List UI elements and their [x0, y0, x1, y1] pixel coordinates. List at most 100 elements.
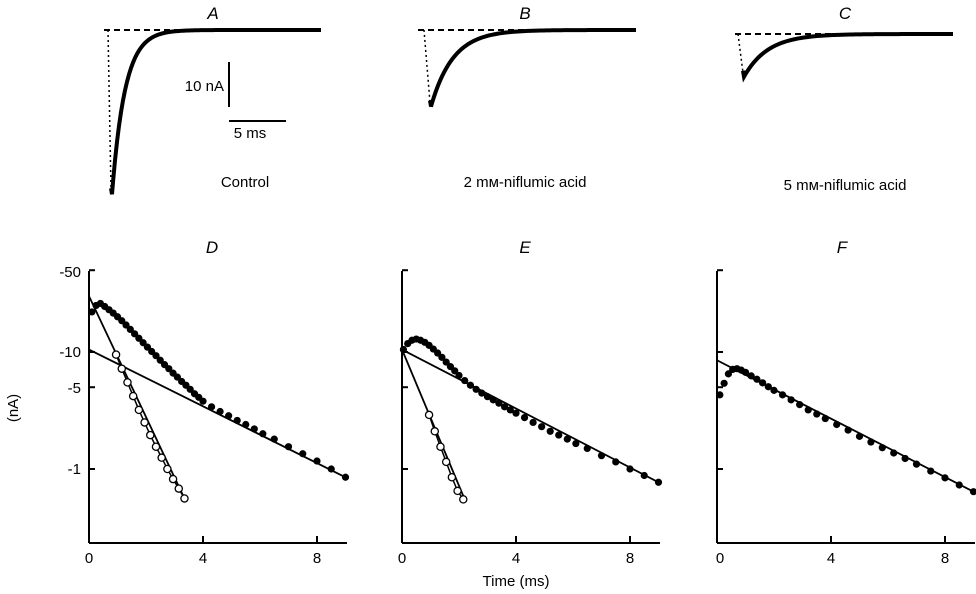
filled-data-point [472, 385, 480, 393]
panel-e-ticks [401, 269, 631, 543]
panel-f-x-tick-4: 4 [827, 550, 835, 567]
panel-a-letter: A [206, 4, 218, 23]
panel-c-letter: C [839, 4, 852, 23]
panel-d-x-tick-4: 4 [199, 550, 207, 567]
open-data-point [180, 494, 189, 503]
filled-data-point [654, 478, 663, 486]
filled-data-point [969, 488, 976, 496]
panel-c-current-trace [741, 32, 953, 83]
filled-data-point [770, 386, 778, 394]
filled-data-point [787, 396, 795, 404]
filled-data-point [399, 345, 408, 354]
panel-d: D -50 -10 -5 -1 (nA) 0 4 8 [5, 238, 350, 567]
panel-d-letter: D [206, 238, 218, 257]
scale-bar: 10 nA 5 ms [185, 62, 286, 142]
filled-data-point [135, 334, 143, 342]
filled-data-point [512, 409, 520, 417]
filled-data-point [225, 412, 233, 420]
panel-d-points [88, 299, 350, 503]
filled-data-point [813, 410, 821, 418]
filled-data-point [299, 450, 307, 458]
open-data-point [157, 453, 166, 462]
open-data-point [441, 457, 451, 467]
filled-data-point [341, 473, 350, 481]
filled-data-point [483, 393, 492, 401]
filled-data-point [270, 435, 278, 443]
filled-data-point [612, 458, 620, 466]
filled-data-point [529, 418, 537, 427]
filled-data-point [583, 444, 591, 452]
panel-e-letter: E [519, 238, 531, 257]
filled-data-point [538, 423, 546, 431]
filled-data-point [478, 389, 486, 397]
open-data-point [134, 405, 144, 415]
panel-f-x-tick-8: 8 [941, 550, 949, 567]
open-data-point [436, 442, 445, 451]
y-tick-label-neg1: -1 [68, 461, 81, 478]
filled-data-point [506, 406, 514, 414]
filled-data-point [199, 397, 207, 405]
filled-data-point [955, 481, 963, 489]
filled-data-point [327, 465, 335, 473]
filled-data-point [461, 376, 469, 385]
filled-data-point [716, 391, 724, 399]
open-data-point [128, 391, 138, 401]
panel-a-step-artifact [107, 29, 112, 191]
y-tick-label-neg10: -10 [59, 344, 81, 361]
filled-data-point [88, 308, 96, 316]
filled-data-point [855, 432, 864, 440]
filled-data-point [186, 385, 194, 393]
filled-data-point [466, 381, 474, 389]
filled-data-point [867, 438, 875, 446]
panel-c: C 5 mм-niflumic acid [735, 4, 955, 194]
filled-data-point [927, 467, 935, 475]
open-data-point [111, 350, 121, 359]
filled-data-point [821, 414, 829, 423]
filled-data-point [520, 413, 529, 422]
filled-data-point [165, 365, 173, 373]
open-data-point [140, 418, 149, 427]
filled-data-point [741, 368, 750, 376]
scale-bar-current-label: 10 nA [185, 78, 224, 95]
panel-f: F 0 4 8 [716, 238, 976, 567]
panel-b-current-trace [428, 28, 636, 108]
filled-data-point [597, 452, 606, 460]
panel-f-x-tick-0: 0 [716, 550, 724, 567]
panel-c-step-artifact [737, 33, 744, 73]
filled-data-point [451, 367, 459, 375]
panel-f-letter: F [837, 238, 849, 257]
fit-line-1 [401, 348, 659, 484]
filled-data-point [747, 372, 755, 380]
filled-data-point [796, 401, 804, 409]
filled-data-point [912, 460, 921, 468]
open-data-point [430, 427, 440, 436]
filled-data-point [242, 420, 250, 429]
panel-b-letter: B [519, 4, 530, 23]
filled-data-point [438, 353, 446, 361]
open-data-point [123, 378, 132, 387]
open-data-point [453, 486, 462, 496]
panel-e: E 0 4 8 Time (ms) [398, 238, 663, 590]
filled-data-point [759, 379, 767, 387]
filled-data-point [640, 471, 648, 480]
filled-data-point [720, 379, 728, 387]
panel-d-x-tick-8: 8 [313, 550, 321, 567]
filled-data-point [901, 454, 909, 463]
filled-data-point [764, 383, 772, 391]
filled-data-point [546, 427, 554, 435]
open-data-point [168, 474, 178, 484]
y-tick-label-neg50: -50 [59, 264, 81, 281]
filled-data-point [152, 352, 160, 360]
panel-e-points [399, 335, 663, 504]
filled-data-point [250, 425, 258, 433]
filled-data-point [131, 330, 139, 338]
open-data-point [163, 464, 172, 474]
open-data-point [146, 430, 155, 440]
panel-f-points [716, 365, 976, 496]
filled-data-point [778, 391, 787, 399]
panel-e-x-tick-8: 8 [626, 550, 634, 567]
open-data-point [174, 484, 184, 493]
y-axis-label: (nA) [5, 394, 22, 422]
y-tick-label-neg5: -5 [68, 380, 81, 397]
